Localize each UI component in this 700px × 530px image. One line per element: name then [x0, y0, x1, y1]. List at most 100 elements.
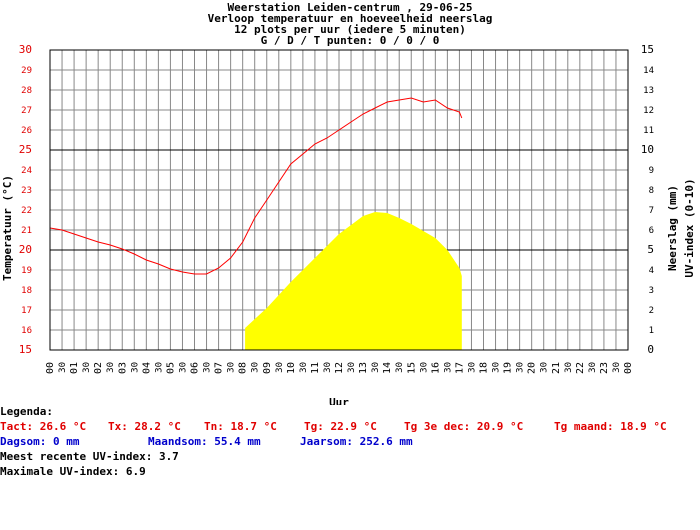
- y-axis-label-right-precip: Neerslag (mm): [666, 185, 679, 271]
- x-tick-label-half: 30: [371, 362, 381, 373]
- plot-border: [49, 49, 629, 351]
- legend-tg: Tg: 22.9 °C: [304, 420, 377, 433]
- x-tick-label-hour: 04: [141, 362, 152, 374]
- x-tick-label-half: 30: [612, 362, 622, 373]
- x-tick-label-hour: 12: [334, 362, 345, 374]
- x-tick-label-half: 30: [564, 362, 574, 373]
- right-tick-label: 6: [649, 226, 654, 236]
- x-tick-label-hour: 07: [214, 362, 225, 374]
- x-tick-label-hour: 18: [479, 362, 490, 374]
- left-tick-label: 28: [21, 86, 32, 96]
- x-tick-label-hour: 22: [575, 362, 586, 374]
- chart-titles: Weerstation Leiden-centrum , 29-06-25Ver…: [208, 1, 493, 47]
- x-tick-label-half: 30: [492, 362, 502, 373]
- x-tick-label-hour: 20: [527, 362, 538, 374]
- temperature-line: [49, 97, 463, 275]
- y-axis-label-left: Temperatuur (°C): [1, 175, 14, 281]
- x-tick-label-half: 30: [251, 362, 261, 373]
- x-tick-label-hour: 21: [551, 362, 562, 374]
- legend-maandsom: Maandsom: 55.4 mm: [148, 435, 261, 448]
- x-tick-label-half: 30: [540, 362, 550, 373]
- right-tick-label: 13: [643, 86, 654, 96]
- x-tick-label-half: 30: [178, 362, 188, 373]
- x-tick-label-hour: 10: [286, 362, 297, 374]
- x-tick-label-hour: 14: [382, 362, 393, 374]
- left-tick-label: 21: [21, 226, 32, 236]
- axis-labels: Uur Temperatuur (°C) Neerslag (mm) UV-index…: [1, 175, 696, 405]
- temperature-chart: Weerstation Leiden-centrum , 29-06-25Ver…: [1, 1, 696, 405]
- left-tick-label: 22: [21, 206, 32, 216]
- x-tick-label-hour: 00: [623, 362, 634, 374]
- left-tick-label: 25: [19, 143, 32, 156]
- y-axis-label-right-uv: UV-index (0-10): [683, 178, 696, 277]
- x-tick-label-hour: 05: [165, 362, 176, 374]
- uv-series: [245, 212, 462, 350]
- x-tick-label-hour: 09: [262, 362, 273, 374]
- x-tick-label-half: 30: [516, 362, 526, 373]
- x-tick-label-hour: 19: [503, 362, 514, 374]
- left-tick-label: 27: [21, 106, 32, 116]
- x-tick-label-half: 30: [347, 362, 357, 373]
- right-tick-label: 1: [649, 326, 654, 336]
- x-tick-label-half: 30: [106, 362, 116, 373]
- x-axis-ticks: 00 30 01 30 02 30 03 30 04 30 05 30 06 30 07 30 08 30 09 30…: [45, 362, 634, 374]
- right-tick-label: 12: [643, 106, 654, 116]
- left-tick-label: 19: [21, 266, 32, 276]
- left-tick-label: 29: [21, 66, 32, 76]
- right-tick-label: 0: [647, 343, 654, 356]
- x-tick-label-hour: 23: [599, 362, 610, 374]
- x-tick-label-hour: 00: [45, 362, 56, 374]
- x-tick-label-hour: 16: [430, 362, 441, 374]
- right-tick-label: 5: [647, 243, 654, 256]
- x-tick-label-half: 30: [443, 362, 453, 373]
- x-tick-label-half: 30: [58, 362, 68, 373]
- temperature-series: [49, 97, 463, 275]
- left-tick-label: 24: [21, 166, 32, 176]
- legend-uv-max: Maximale UV-index: 6.9: [0, 465, 146, 478]
- right-tick-label: 8: [649, 186, 654, 196]
- x-tick-label-half: 30: [227, 362, 237, 373]
- x-tick-label-hour: 11: [310, 362, 321, 374]
- right-tick-label: 11: [643, 126, 654, 136]
- x-tick-label-half: 30: [82, 362, 92, 373]
- x-tick-label-hour: 08: [238, 362, 249, 374]
- chart-title-line: Verloop temperatuur en hoeveelheid neers…: [208, 12, 493, 25]
- uv-index-area: [245, 212, 462, 350]
- left-tick-label: 17: [21, 306, 32, 316]
- x-tick-label-half: 30: [419, 362, 429, 373]
- right-tick-label: 7: [649, 206, 654, 216]
- right-tick-label: 14: [643, 66, 654, 76]
- x-tick-label-half: 30: [203, 362, 213, 373]
- right-tick-label: 4: [649, 266, 654, 276]
- right-tick-label: 9: [649, 166, 654, 176]
- x-tick-label-half: 30: [467, 362, 477, 373]
- x-axis-label: Uur: [329, 396, 349, 405]
- x-tick-label-hour: 13: [358, 362, 369, 374]
- legend-uv-recent: Meest recente UV-index: 3.7: [0, 450, 179, 463]
- right-tick-label: 2: [649, 306, 654, 316]
- left-tick-label: 18: [21, 286, 32, 296]
- x-tick-label-hour: 17: [454, 362, 465, 374]
- right-tick-label: 15: [641, 43, 654, 56]
- plot-frame: [49, 49, 629, 351]
- x-tick-label-half: 30: [130, 362, 140, 373]
- chart-title-line: Weerstation Leiden-centrum , 29-06-25: [227, 1, 472, 14]
- legend-tn: Tn: 18.7 °C: [204, 420, 277, 433]
- x-tick-label-hour: 06: [190, 362, 201, 374]
- legend-tx: Tx: 28.2 °C: [108, 420, 181, 433]
- left-axis-ticks: 15 16 17 18 19 20 21 22 23 24 25 26 27 28 29 30: [19, 43, 32, 356]
- legend-tact: Tact: 26.6 °C: [0, 420, 87, 433]
- x-tick-label-hour: 02: [93, 362, 104, 374]
- legend-tg-3e-dec: Tg 3e dec: 20.9 °C: [404, 420, 524, 433]
- right-tick-label: 3: [649, 286, 654, 296]
- x-tick-label-hour: 03: [117, 362, 128, 374]
- left-tick-label: 15: [19, 343, 32, 356]
- left-tick-label: 30: [19, 43, 32, 56]
- chart-title-line: G / D / T punten: 0 / 0 / 0: [261, 34, 440, 47]
- legend-title: Legenda:: [0, 405, 53, 418]
- right-tick-label: 10: [641, 143, 654, 156]
- legend-tg-maand: Tg maand: 18.9 °C: [554, 420, 667, 433]
- x-tick-label-half: 30: [275, 362, 285, 373]
- left-tick-label: 23: [21, 186, 32, 196]
